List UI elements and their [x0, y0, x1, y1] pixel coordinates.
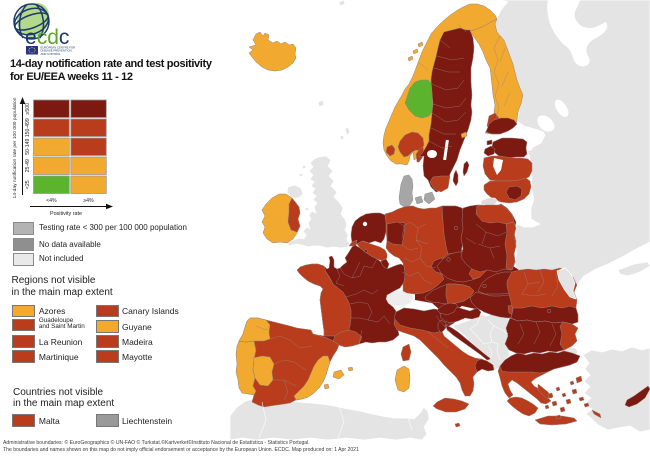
svg-text:EUROPEAN CENTRE FOR: EUROPEAN CENTRE FOR [41, 46, 76, 50]
svg-text:ecdc: ecdc [25, 26, 69, 49]
svg-text:150-499: 150-499 [25, 118, 31, 137]
svg-text:<4%: <4% [46, 198, 57, 204]
svg-text:14-day notification rate per 1: 14-day notification rate per 100 000 pop… [12, 97, 18, 198]
svg-text:Positivity rate: Positivity rate [50, 211, 82, 217]
svg-text:DISEASE PREVENTION: DISEASE PREVENTION [41, 49, 72, 53]
svg-text:50-149: 50-149 [25, 139, 31, 155]
svg-text:AND CONTROL: AND CONTROL [41, 52, 62, 56]
svg-text:≥4%: ≥4% [83, 198, 94, 204]
svg-text:<25: <25 [25, 180, 31, 189]
svg-text:≥500: ≥500 [25, 103, 31, 115]
svg-text:25-49: 25-49 [25, 159, 31, 172]
